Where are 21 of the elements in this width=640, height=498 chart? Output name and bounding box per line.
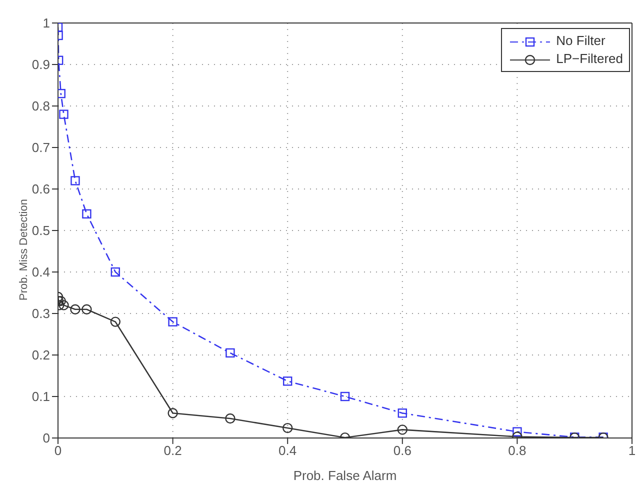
- y-tick-label: 0.5: [32, 223, 50, 238]
- y-tick-label: 0.2: [32, 348, 50, 363]
- y-tick-label: 0.7: [32, 140, 50, 156]
- y-tick-label: 0.6: [32, 182, 50, 197]
- x-tick-label: 0: [54, 443, 62, 458]
- y-tick-label: 0.8: [32, 98, 50, 114]
- x-tick-label: 0.6: [393, 443, 412, 458]
- y-tick-label: 0.3: [32, 306, 50, 322]
- y-tick-label: 0.9: [32, 57, 50, 72]
- legend-label: LP−Filtered: [555, 50, 623, 68]
- y-tick-label: 0: [42, 430, 50, 446]
- y-tick-label: 1: [42, 16, 50, 31]
- x-tick-label: 1: [628, 443, 636, 458]
- x-axis-title: Prob. False Alarm: [293, 468, 397, 483]
- y-tick-label: 0.4: [32, 264, 50, 280]
- x-tick-label: 0.2: [164, 443, 182, 458]
- y-axis-title: Prob. Miss Detection: [18, 199, 30, 300]
- x-tick-label: 0.4: [278, 443, 297, 458]
- y-tick-label: 0.1: [32, 389, 50, 404]
- x-tick-label: 0.8: [508, 443, 526, 458]
- legend-label: No Filter: [555, 32, 606, 50]
